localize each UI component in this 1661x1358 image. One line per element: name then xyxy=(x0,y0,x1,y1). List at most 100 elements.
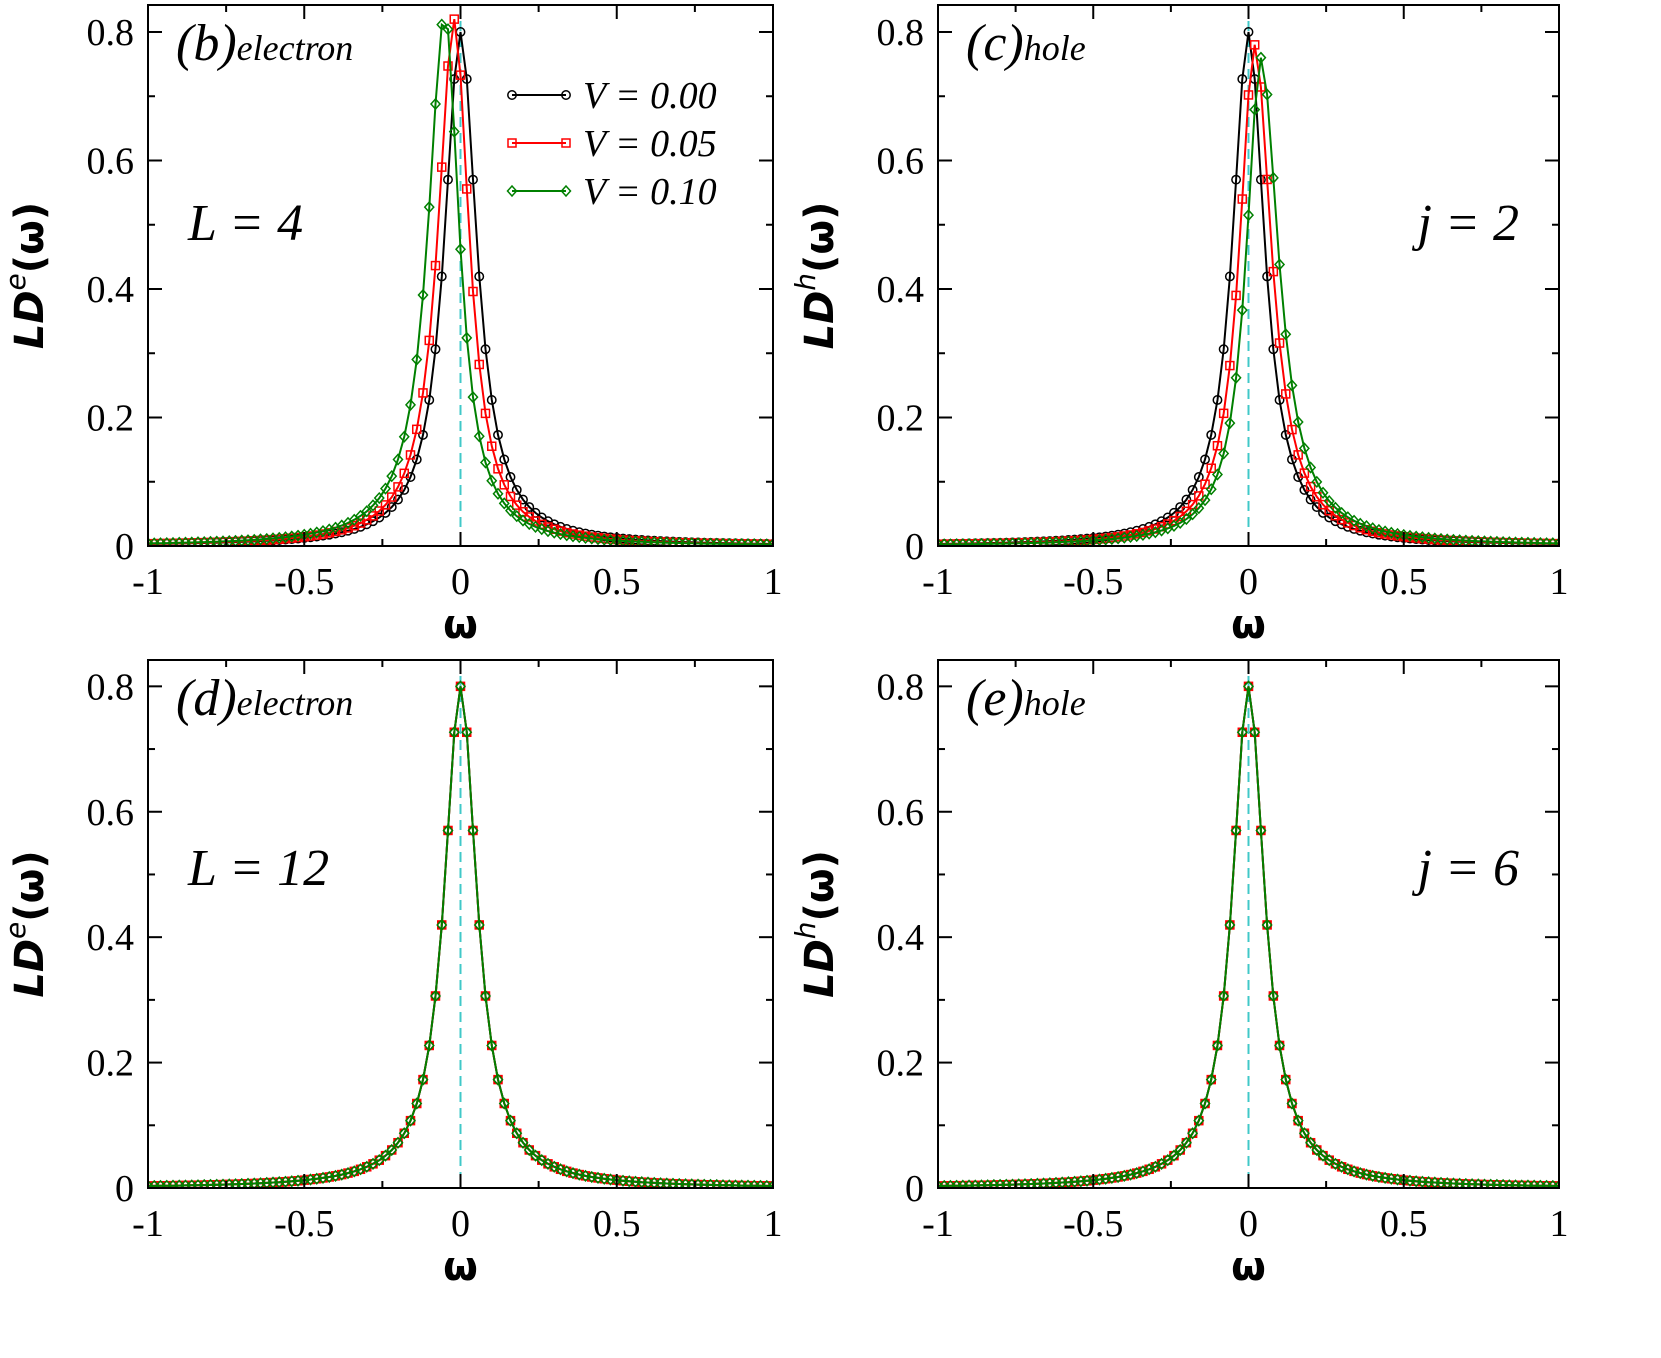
data-point xyxy=(1392,527,1404,541)
data-point xyxy=(1268,266,1279,277)
data-point xyxy=(1194,491,1204,501)
data-point xyxy=(561,529,573,542)
data-point xyxy=(1305,494,1316,505)
data-point xyxy=(1187,484,1198,495)
data-point xyxy=(567,530,579,543)
y-tick-label: 0.4 xyxy=(87,917,135,959)
data-point xyxy=(379,1149,392,1162)
data-point xyxy=(1206,463,1216,473)
data-point xyxy=(1143,527,1155,540)
data-point xyxy=(411,353,423,366)
data-point xyxy=(1174,1143,1186,1157)
y-tick-label: 0.2 xyxy=(87,397,135,439)
data-point xyxy=(586,1170,598,1184)
series-group xyxy=(148,680,773,1188)
data-point xyxy=(1211,1039,1223,1052)
y-tick-label: 0.8 xyxy=(87,666,135,708)
data-point xyxy=(448,125,460,138)
data-point xyxy=(398,1127,410,1140)
y-axis-label: LDe(ω) xyxy=(0,202,53,349)
data-point xyxy=(1199,1097,1211,1110)
data-point xyxy=(1299,468,1310,478)
data-point xyxy=(1367,1169,1379,1182)
data-point xyxy=(1162,512,1173,523)
data-point xyxy=(1242,680,1255,693)
y-axis-label: LDh(ω) xyxy=(789,850,843,998)
data-point xyxy=(529,520,542,533)
data-point xyxy=(511,510,523,523)
data-point xyxy=(323,523,335,536)
x-axis-label: ω xyxy=(1231,1244,1266,1290)
data-point xyxy=(1224,918,1236,932)
y-tick-label: 0.4 xyxy=(87,269,135,311)
data-point xyxy=(1193,1114,1205,1127)
data-point xyxy=(1125,1168,1137,1181)
data-point xyxy=(1336,1160,1348,1173)
data-point xyxy=(386,470,398,483)
data-point xyxy=(449,14,459,24)
data-point xyxy=(374,506,384,516)
panel-note: L = 12 xyxy=(187,840,329,897)
data-point xyxy=(1211,468,1223,481)
data-point xyxy=(1317,486,1329,499)
data-point xyxy=(312,530,322,540)
data-point xyxy=(1311,502,1322,512)
data-point xyxy=(479,456,492,469)
data-point xyxy=(1373,523,1385,537)
x-tick-label: -1 xyxy=(132,561,164,603)
series-0.10 xyxy=(148,18,773,546)
data-point xyxy=(1281,389,1291,399)
data-point xyxy=(418,429,428,440)
data-point xyxy=(1373,1170,1385,1184)
data-point xyxy=(1385,526,1397,539)
data-point xyxy=(405,450,416,460)
data-point xyxy=(387,492,397,502)
data-point xyxy=(542,1157,554,1170)
series-0.10 xyxy=(148,680,773,1188)
x-tick-label: 0 xyxy=(451,561,470,603)
data-point xyxy=(1231,174,1242,185)
data-point xyxy=(424,335,434,346)
data-point xyxy=(1379,525,1391,538)
data-point xyxy=(504,504,517,517)
data-point xyxy=(1218,408,1229,419)
data-point xyxy=(1237,74,1248,84)
data-point xyxy=(511,1127,523,1140)
x-tick-label: 0.5 xyxy=(593,561,641,603)
data-point xyxy=(473,430,485,443)
data-point xyxy=(480,344,491,355)
data-point xyxy=(1298,1127,1310,1140)
data-point xyxy=(436,18,448,31)
data-point xyxy=(1287,424,1297,435)
x-tick-label: 0 xyxy=(451,1203,470,1245)
data-point xyxy=(1311,475,1323,488)
x-tick-label: 1 xyxy=(764,561,783,603)
data-point xyxy=(1280,1073,1292,1086)
panel-tag: (d)electron xyxy=(176,670,353,727)
data-point xyxy=(492,1073,504,1086)
data-point xyxy=(1205,1073,1217,1086)
data-point xyxy=(1168,1149,1180,1162)
y-tick-label: 0.4 xyxy=(877,917,925,959)
data-point xyxy=(448,726,460,739)
data-point xyxy=(1274,258,1286,271)
data-point xyxy=(1231,290,1241,301)
panel-tag: (c)hole xyxy=(966,15,1086,72)
data-point xyxy=(398,430,410,443)
data-point xyxy=(561,1165,573,1178)
data-point xyxy=(474,359,484,370)
panel-1: -1 -0.5 0 0.5 1 0 0.2 0.4 0.6 0.8 ω LDe(ω) (b)electr… xyxy=(0,4,783,648)
data-point xyxy=(1348,514,1360,527)
data-point xyxy=(1218,344,1229,355)
series-group xyxy=(148,14,773,546)
data-point xyxy=(499,454,510,465)
data-point xyxy=(529,1149,542,1162)
y-tick-label: 0 xyxy=(115,1168,134,1210)
data-point xyxy=(473,918,485,932)
data-point xyxy=(1255,51,1267,64)
data-point xyxy=(548,1160,560,1173)
x-tick-label: -0.5 xyxy=(274,1203,334,1245)
legend-marker xyxy=(507,90,517,100)
data-point xyxy=(1553,1179,1559,1188)
y-tick-label: 0.2 xyxy=(877,397,925,439)
